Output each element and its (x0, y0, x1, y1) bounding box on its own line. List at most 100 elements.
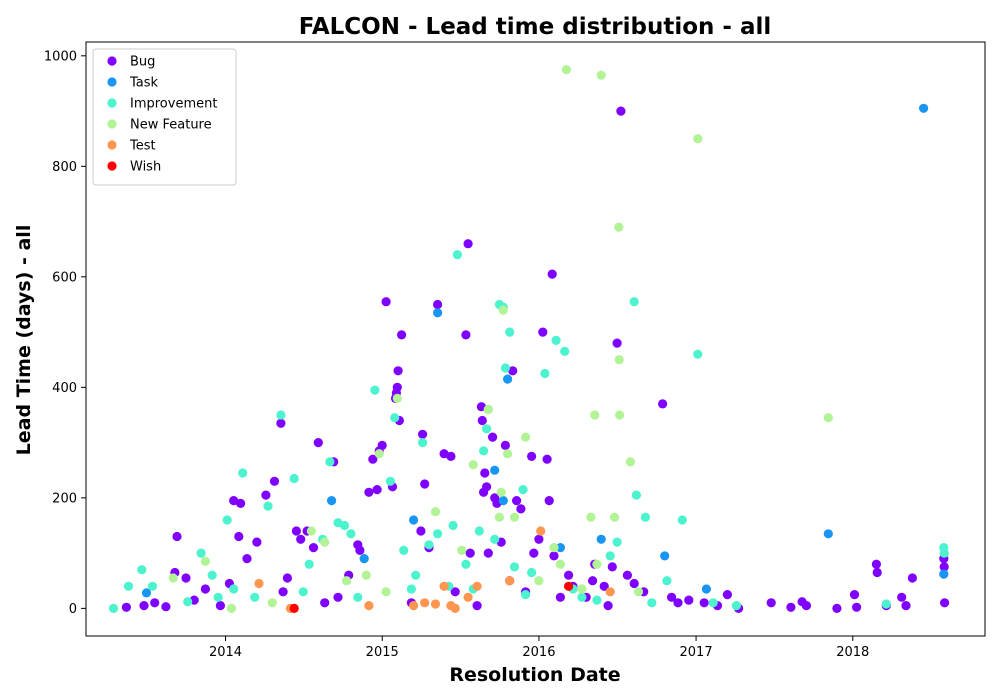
point-test-9 (472, 581, 482, 591)
point-task-10 (660, 551, 670, 561)
point-new-feature-19 (549, 543, 559, 553)
point-new-feature-1 (200, 556, 210, 567)
point-improvement-62 (406, 584, 416, 594)
point-bug-109 (849, 590, 860, 600)
point-bug-52 (446, 451, 456, 461)
point-bug-19 (278, 587, 288, 597)
point-improvement-53 (640, 512, 651, 522)
point-bug-83 (564, 570, 574, 580)
point-improvement-56 (693, 349, 703, 359)
point-bug-107 (801, 601, 812, 611)
point-test-8 (463, 592, 473, 602)
point-bug-115 (901, 601, 911, 611)
point-improvement-25 (418, 438, 428, 448)
point-task-4 (433, 308, 443, 318)
point-bug-77 (538, 327, 548, 337)
point-new-feature-13 (496, 487, 506, 497)
point-improvement-43 (527, 567, 537, 578)
point-bug-61 (480, 468, 490, 478)
legend-marker-new-feature (107, 119, 117, 129)
point-bug-0 (121, 602, 131, 612)
point-improvement-27 (433, 529, 443, 539)
point-bug-79 (544, 496, 554, 506)
point-bug-4 (172, 531, 182, 542)
point-improvement-39 (505, 327, 515, 337)
point-bug-55 (463, 239, 473, 249)
point-improvement-58 (731, 601, 742, 611)
point-improvement-45 (551, 335, 561, 345)
point-bug-58 (476, 402, 486, 412)
point-bug-3 (161, 602, 171, 612)
point-improvement-61 (939, 548, 949, 558)
point-new-feature-3 (306, 526, 316, 536)
point-new-feature-35 (381, 587, 391, 597)
legend-box (92, 48, 237, 186)
point-bug-98 (673, 598, 683, 608)
y-axis-label: Lead Time (days) - all (13, 225, 35, 456)
point-new-feature-8 (430, 507, 441, 517)
point-new-feature-24 (592, 559, 602, 569)
point-bug-50 (433, 299, 443, 310)
point-bug-110 (852, 602, 862, 612)
point-bug-108 (832, 603, 842, 614)
point-improvement-44 (540, 368, 550, 379)
point-bug-33 (368, 454, 378, 464)
point-bug-14 (242, 554, 252, 564)
point-improvement-10 (263, 501, 273, 511)
point-task-8 (555, 543, 566, 553)
point-improvement-32 (474, 526, 484, 536)
x-tick-label-0: 2014 (209, 645, 242, 660)
point-new-feature-29 (615, 410, 625, 420)
x-tick-label-1: 2015 (366, 645, 399, 660)
point-bug-11 (229, 496, 239, 506)
point-new-feature-7 (392, 393, 402, 403)
point-bug-56 (465, 548, 475, 558)
point-improvement-30 (461, 559, 471, 569)
point-bug-70 (508, 366, 518, 376)
point-new-feature-6 (374, 449, 384, 459)
point-bug-80 (547, 269, 557, 279)
point-test-3 (409, 601, 419, 611)
point-improvement-2 (137, 565, 147, 575)
point-new-feature-14 (498, 305, 508, 315)
point-improvement-36 (490, 534, 500, 544)
point-new-feature-25 (596, 70, 606, 80)
point-improvement-54 (662, 576, 672, 586)
point-bug-96 (658, 399, 668, 409)
point-bug-75 (529, 548, 539, 558)
point-bug-9 (215, 601, 225, 611)
point-bug-119 (940, 598, 950, 608)
point-improvement-17 (339, 520, 350, 531)
point-improvement-22 (390, 413, 400, 423)
point-test-11 (536, 526, 546, 536)
point-improvement-42 (518, 485, 528, 495)
point-bug-8 (200, 584, 210, 594)
point-bug-16 (261, 490, 271, 500)
point-bug-34 (372, 485, 382, 495)
point-bug-89 (603, 601, 613, 611)
point-bug-41 (392, 382, 402, 392)
point-bug-78 (542, 454, 552, 464)
point-bug-36 (377, 440, 387, 450)
point-bug-116 (907, 573, 918, 583)
point-bug-92 (616, 106, 626, 116)
point-task-5 (490, 465, 500, 475)
point-new-feature-5 (342, 576, 352, 586)
point-bug-26 (320, 598, 330, 608)
point-new-feature-16 (509, 512, 520, 522)
point-improvement-28 (448, 520, 458, 531)
point-bug-86 (588, 576, 598, 586)
point-test-5 (439, 581, 449, 591)
point-new-feature-10 (468, 460, 478, 470)
point-task-2 (359, 554, 369, 564)
point-bug-44 (397, 330, 407, 340)
y-tick-label-1: 200 (52, 491, 77, 506)
point-improvement-6 (213, 592, 223, 602)
point-improvement-67 (207, 570, 217, 580)
point-improvement-33 (479, 446, 489, 456)
point-bug-15 (252, 537, 262, 547)
point-improvement-13 (304, 559, 314, 569)
point-improvement-18 (346, 529, 356, 539)
legend-label-bug: Bug (130, 55, 155, 70)
legend-marker-wish (107, 161, 117, 171)
